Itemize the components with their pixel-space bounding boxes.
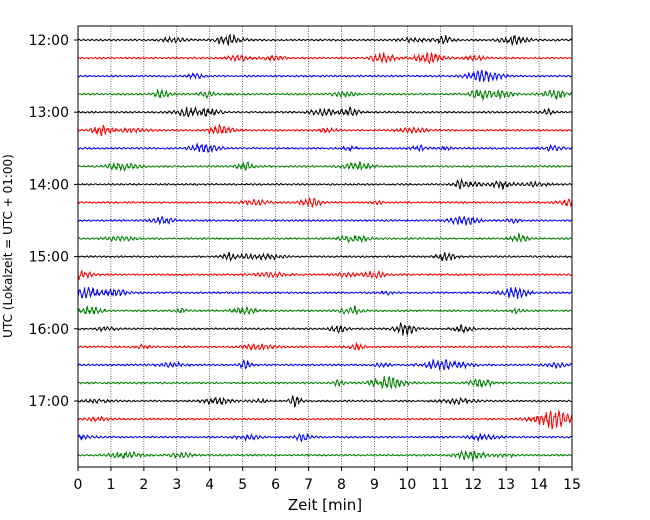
trace-line [77, 269, 573, 281]
x-tick-label: 2 [139, 477, 148, 493]
trace-line [77, 123, 573, 137]
trace-line [77, 177, 573, 191]
x-tick-label: 5 [238, 477, 247, 493]
x-tick-label: 10 [398, 477, 416, 493]
trace-line [77, 51, 573, 65]
y-tick-label: 14:00 [29, 177, 69, 193]
y-tick-label: 17:00 [29, 394, 69, 410]
plot-frame [77, 25, 573, 468]
trace-line [77, 88, 573, 102]
trace-group [77, 33, 573, 463]
trace-line [77, 232, 573, 244]
trace-line [77, 69, 573, 84]
y-axis-ticks: 12:00 13:00 14:00 15:00 16:00 17:00 [29, 33, 78, 410]
y-tick-label: 12:00 [29, 33, 69, 49]
trace-line [77, 394, 573, 409]
trace-line [77, 287, 573, 300]
trace-line [77, 341, 573, 351]
x-tick-label: 7 [304, 477, 313, 493]
trace-line [77, 321, 573, 336]
x-tick-label: 14 [530, 477, 548, 493]
y-tick-label: 16:00 [29, 322, 69, 338]
y-tick-label: 13:00 [29, 105, 69, 121]
trace-line [77, 449, 573, 463]
trace-line [77, 141, 573, 154]
trace-line [77, 304, 573, 316]
y-tick-label: 15:00 [29, 250, 69, 266]
x-tick-label: 9 [370, 477, 379, 493]
x-tick-label: 13 [497, 477, 515, 493]
trace-line [77, 433, 573, 443]
trace-line [77, 251, 573, 263]
trace-line [77, 161, 573, 172]
x-axis-ticks: 0 1 2 3 4 5 6 7 8 9 10 11 12 13 14 15 [74, 467, 581, 493]
x-tick-label: 4 [205, 477, 214, 493]
y-axis-label: UTC (Lokalzeit = UTC + 01:00) [1, 154, 15, 338]
trace-line [77, 106, 573, 118]
x-tick-label: 0 [74, 477, 83, 493]
grid-lines [110, 26, 540, 467]
trace-line [77, 197, 573, 208]
x-tick-label: 6 [271, 477, 280, 493]
x-axis-label: Zeit [min] [288, 496, 362, 514]
x-tick-label: 8 [337, 477, 346, 493]
trace-line [77, 215, 573, 226]
x-tick-label: 3 [172, 477, 181, 493]
trace-line [77, 33, 573, 47]
trace-line [77, 375, 573, 390]
trace-line [77, 409, 573, 430]
x-tick-label: 11 [431, 477, 449, 493]
x-tick-label: 15 [563, 477, 581, 493]
x-tick-label: 12 [464, 477, 482, 493]
x-tick-label: 1 [106, 477, 115, 493]
trace-line [77, 358, 573, 371]
